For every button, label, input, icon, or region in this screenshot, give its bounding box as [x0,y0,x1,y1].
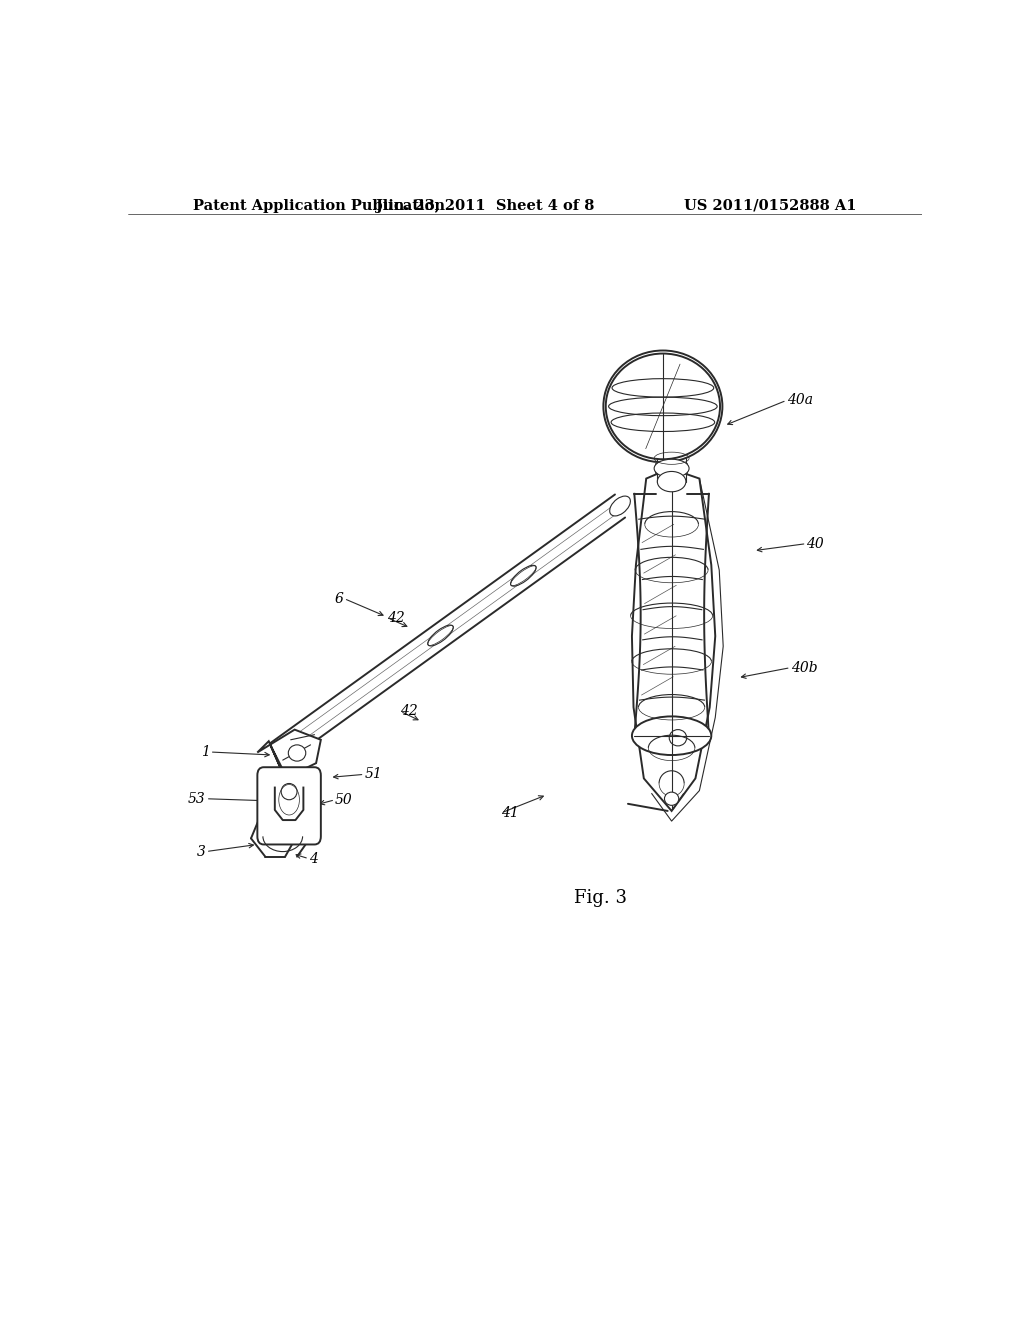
Text: 50: 50 [335,793,353,807]
Text: 53: 53 [188,792,206,805]
Text: Patent Application Publication: Patent Application Publication [194,199,445,213]
Ellipse shape [654,459,689,478]
Ellipse shape [511,565,537,586]
Ellipse shape [657,471,686,492]
Text: 1: 1 [201,744,210,759]
Text: Jun. 23, 2011  Sheet 4 of 8: Jun. 23, 2011 Sheet 4 of 8 [376,199,594,213]
Text: US 2011/0152888 A1: US 2011/0152888 A1 [684,199,856,213]
Text: 51: 51 [365,767,382,781]
Ellipse shape [606,354,720,459]
FancyBboxPatch shape [257,767,321,845]
Text: 4: 4 [309,851,317,866]
Text: 6: 6 [335,591,344,606]
Text: 40b: 40b [791,660,817,675]
Polygon shape [257,730,321,777]
Ellipse shape [289,744,306,762]
Ellipse shape [609,496,631,516]
Text: 42: 42 [387,611,406,624]
Ellipse shape [632,717,712,755]
Text: Fig. 3: Fig. 3 [573,890,627,907]
Polygon shape [632,469,716,810]
Text: 41: 41 [501,807,519,820]
Text: 40a: 40a [786,393,813,408]
Text: 3: 3 [197,845,206,858]
Ellipse shape [428,626,454,645]
Text: 42: 42 [400,705,418,718]
Text: 40: 40 [807,537,824,550]
Ellipse shape [665,792,679,805]
